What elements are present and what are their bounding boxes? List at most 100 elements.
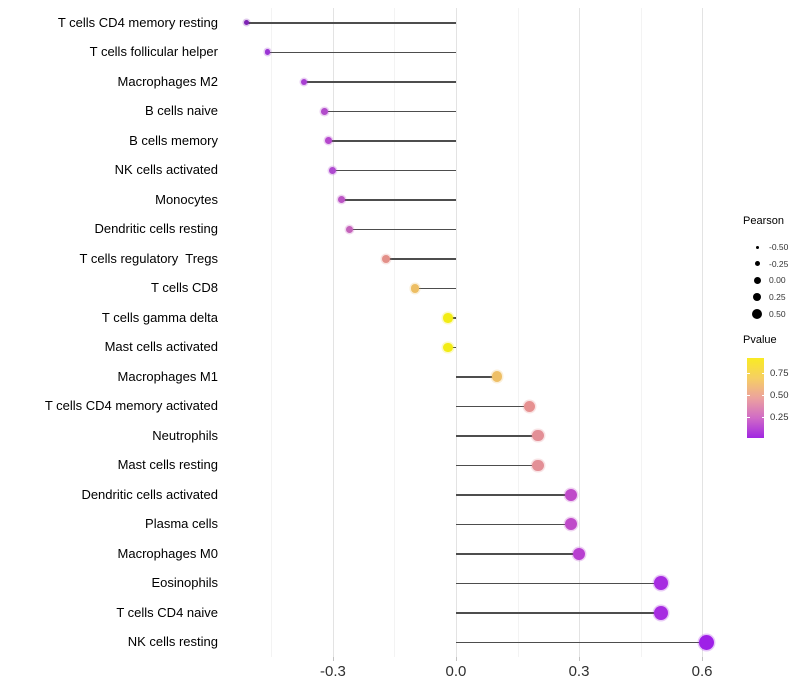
category-label: NK cells activated (114, 162, 218, 178)
color-legend-title: Pvalue (743, 334, 777, 346)
pvalue-legend-tick (747, 395, 750, 396)
x-axis-tick (579, 657, 581, 661)
category-label: B cells memory (129, 132, 218, 148)
category-label: Macrophages M2 (117, 73, 218, 89)
x-axis-tick (702, 657, 704, 661)
lollipop-stem (246, 22, 456, 24)
pvalue-legend-tick (761, 373, 764, 374)
lollipop-stem (455, 435, 538, 437)
category-label: T cells CD4 memory activated (44, 398, 218, 414)
data-point (244, 20, 250, 26)
category-label: T cells regulatory Tregs (79, 250, 218, 266)
data-point (321, 107, 329, 115)
data-point (532, 430, 544, 442)
category-label: Dendritic cells resting (94, 221, 218, 237)
category-label: NK cells resting (127, 634, 218, 650)
size-legend-dot (753, 276, 761, 284)
lollipop-stem (455, 553, 579, 555)
category-label: B cells naive (145, 103, 218, 119)
data-point (653, 576, 669, 591)
data-point (653, 605, 669, 620)
data-point (325, 137, 333, 145)
lollipop-stem (414, 287, 456, 289)
data-point (524, 400, 536, 412)
data-point (572, 547, 586, 560)
pvalue-legend-tick (761, 395, 764, 396)
data-point (443, 313, 453, 323)
size-legend-title: Pearson (743, 215, 784, 227)
major-gridline (579, 8, 581, 657)
minor-gridline (394, 8, 396, 657)
lollipop-stem (341, 199, 456, 201)
size-legend-label: 0.50 (769, 308, 786, 319)
lollipop-stem (328, 140, 456, 142)
lollipop-stem (455, 641, 707, 643)
size-legend-label: -0.25 (769, 258, 789, 269)
size-legend-dot (752, 308, 762, 319)
data-point (329, 166, 337, 174)
size-legend-dot (755, 245, 759, 249)
data-point (410, 283, 420, 293)
pvalue-legend-tick (761, 417, 764, 418)
lollipop-stem (267, 51, 456, 53)
category-label: Plasma cells (145, 516, 218, 532)
lollipop-stem (455, 523, 571, 525)
lollipop-stem (349, 228, 456, 230)
pvalue-legend-tick (747, 417, 750, 418)
x-tick-label: -0.3 (320, 663, 346, 680)
data-point (443, 342, 453, 352)
lollipop-stem (332, 169, 456, 171)
minor-gridline (640, 8, 642, 657)
size-legend-label: -0.50 (769, 242, 789, 252)
category-label: Dendritic cells activated (81, 486, 218, 502)
size-legend-label: 0.00 (769, 275, 786, 286)
x-tick-label: 0.0 (445, 663, 467, 680)
category-label: T cells gamma delta (101, 309, 218, 325)
data-point (337, 196, 345, 204)
major-gridline (332, 8, 334, 657)
data-point (698, 634, 714, 650)
x-tick-label: 0.3 (568, 663, 590, 680)
data-point (564, 488, 577, 501)
lollipop-stem (455, 612, 662, 614)
pvalue-gradient-bar (747, 358, 764, 438)
lollipop-stem (455, 582, 662, 584)
major-gridline (455, 8, 457, 657)
category-label: Macrophages M0 (117, 545, 218, 561)
data-point (532, 459, 544, 471)
pvalue-legend-label: 0.25 (770, 411, 789, 423)
category-label: Monocytes (155, 191, 218, 207)
data-point (491, 371, 503, 383)
lollipop-stem (455, 405, 530, 407)
category-label: Neutrophils (152, 427, 218, 443)
data-point (382, 254, 391, 263)
lollipop-stem (455, 376, 497, 378)
size-legend-label: 0.25 (769, 292, 786, 303)
lollipop-stem (455, 464, 538, 466)
category-label: T cells follicular helper (89, 44, 218, 60)
x-tick-label: 0.6 (691, 663, 713, 680)
lollipop-stem (304, 81, 456, 83)
pvalue-legend-label: 0.50 (770, 389, 789, 401)
category-label: T cells CD8 (151, 280, 218, 296)
size-legend-dot (752, 292, 762, 302)
major-gridline (702, 8, 704, 657)
data-point (564, 518, 577, 531)
category-label: Eosinophils (151, 575, 219, 591)
x-axis-tick (455, 657, 457, 661)
data-point (264, 49, 271, 55)
pvalue-legend-tick (747, 373, 750, 374)
category-label: T cells CD4 memory resting (57, 14, 218, 30)
x-axis-tick (332, 657, 334, 661)
pvalue-legend-label: 0.75 (770, 367, 789, 379)
lollipop-stem (386, 258, 456, 260)
category-label: T cells CD4 naive (116, 604, 218, 620)
category-label: Mast cells activated (104, 339, 218, 355)
minor-gridline (517, 8, 519, 657)
data-point (301, 78, 308, 85)
category-label: Macrophages M1 (117, 368, 218, 384)
lollipop-stem (455, 494, 571, 496)
category-label: Mast cells resting (117, 457, 218, 473)
size-legend-dot (754, 261, 760, 267)
